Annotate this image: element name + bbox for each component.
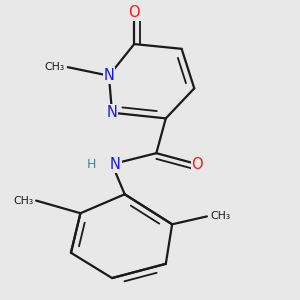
Text: N: N bbox=[110, 157, 121, 172]
Text: O: O bbox=[192, 157, 203, 172]
Text: N: N bbox=[106, 105, 118, 120]
Text: H: H bbox=[87, 158, 96, 171]
Text: CH₃: CH₃ bbox=[44, 62, 64, 72]
Text: CH₃: CH₃ bbox=[210, 212, 230, 221]
Text: N: N bbox=[103, 68, 114, 83]
Text: CH₃: CH₃ bbox=[13, 196, 33, 206]
Text: O: O bbox=[128, 5, 140, 20]
